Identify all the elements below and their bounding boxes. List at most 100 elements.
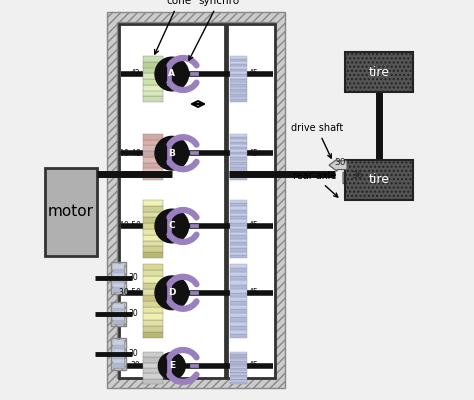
Bar <box>143 68 163 73</box>
Bar <box>230 170 246 172</box>
Bar <box>143 229 163 235</box>
Text: 45: 45 <box>248 149 258 158</box>
Bar <box>230 136 246 139</box>
Bar <box>143 276 163 282</box>
Bar <box>230 89 246 92</box>
Bar <box>143 368 163 373</box>
Bar <box>230 364 246 366</box>
Bar <box>143 140 163 146</box>
Bar <box>230 64 246 66</box>
Bar <box>230 359 246 361</box>
Circle shape <box>155 276 189 310</box>
Bar <box>230 255 246 258</box>
Bar <box>230 175 246 178</box>
Bar <box>230 66 246 69</box>
Bar <box>230 248 246 252</box>
Bar <box>230 232 246 236</box>
Bar <box>230 79 246 82</box>
Bar <box>230 87 246 89</box>
Bar <box>345 52 413 92</box>
FancyArrow shape <box>329 159 347 171</box>
Bar <box>230 210 246 213</box>
Circle shape <box>155 136 189 170</box>
Text: 45: 45 <box>248 70 258 78</box>
Bar <box>230 264 246 268</box>
Bar <box>143 79 163 85</box>
Bar <box>230 276 246 280</box>
Bar <box>230 229 246 232</box>
Bar <box>230 226 246 229</box>
Bar <box>113 304 124 308</box>
Bar <box>113 317 124 320</box>
Text: E: E <box>169 362 175 370</box>
Bar <box>230 213 246 216</box>
Bar <box>143 200 163 206</box>
Bar <box>230 157 246 160</box>
Text: 45: 45 <box>248 288 258 297</box>
Bar <box>230 74 246 76</box>
Bar <box>113 311 124 314</box>
Bar <box>143 332 163 338</box>
Bar <box>143 282 163 289</box>
Text: D: D <box>168 288 175 297</box>
Bar <box>113 304 124 324</box>
Bar <box>230 354 246 356</box>
Bar <box>113 345 124 350</box>
Text: 40 50: 40 50 <box>118 222 141 230</box>
Bar <box>143 379 163 384</box>
Bar <box>230 242 246 245</box>
Bar <box>230 206 246 210</box>
Text: 30: 30 <box>128 310 138 318</box>
Bar <box>111 262 126 294</box>
Bar <box>230 272 246 276</box>
Bar <box>230 203 246 206</box>
Bar <box>230 305 246 309</box>
Bar <box>230 61 246 64</box>
Bar <box>230 377 246 379</box>
Bar <box>230 149 246 152</box>
Bar <box>143 373 163 379</box>
Bar <box>230 363 246 364</box>
Bar <box>230 236 246 239</box>
Bar <box>230 297 246 301</box>
Bar <box>230 380 246 382</box>
Text: 40 48: 40 48 <box>119 149 141 158</box>
Bar <box>143 246 163 252</box>
Text: synchro: synchro <box>189 0 239 60</box>
Bar <box>230 200 246 203</box>
Text: 30: 30 <box>334 158 346 167</box>
Bar <box>113 314 124 317</box>
Bar <box>230 366 246 368</box>
Text: tire: tire <box>368 66 390 78</box>
Bar <box>230 318 246 322</box>
Bar <box>230 134 246 136</box>
Bar <box>230 309 246 313</box>
Bar <box>230 252 246 255</box>
Bar <box>113 269 124 274</box>
Bar <box>143 56 163 62</box>
Bar <box>230 368 246 370</box>
Bar <box>143 235 163 241</box>
Bar <box>230 357 246 359</box>
Bar <box>143 289 163 295</box>
Bar <box>230 154 246 157</box>
Text: B: B <box>168 149 175 158</box>
Bar <box>230 56 246 58</box>
Bar <box>143 363 163 368</box>
Bar <box>111 302 126 326</box>
Bar <box>45 168 97 256</box>
Bar <box>230 69 246 71</box>
Bar <box>230 97 246 100</box>
Bar <box>230 178 246 180</box>
Bar <box>230 94 246 97</box>
Bar <box>143 301 163 307</box>
Bar <box>230 139 246 142</box>
Bar <box>230 245 246 248</box>
Bar <box>230 284 246 289</box>
Bar <box>143 320 163 326</box>
Bar <box>230 268 246 272</box>
Bar <box>230 356 246 357</box>
Bar <box>113 340 124 345</box>
Circle shape <box>155 57 189 91</box>
Bar <box>230 147 246 149</box>
